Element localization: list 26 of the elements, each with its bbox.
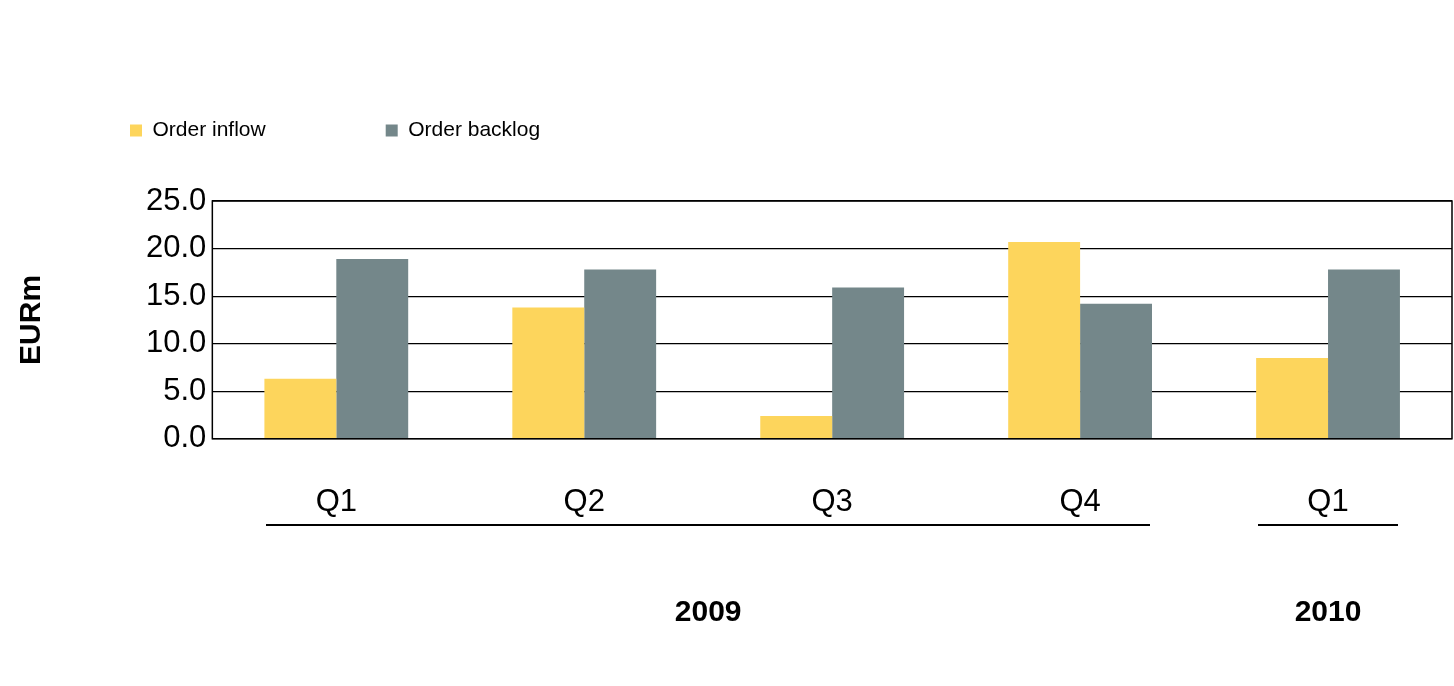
bar	[512, 307, 585, 439]
bar	[264, 378, 337, 439]
x-tick-label: Q2	[563, 482, 605, 518]
bar	[1328, 269, 1400, 439]
bar	[1256, 357, 1329, 439]
y-tick-label: 10.0	[145, 324, 207, 360]
y-tick-label: 0.0	[163, 419, 207, 455]
y-tick-label: 5.0	[163, 371, 207, 407]
y-axis-title: EURm	[13, 274, 47, 365]
bar	[1008, 241, 1081, 439]
text: 2009	[674, 593, 742, 628]
text: 2010	[1294, 593, 1362, 628]
y-tick-label: 25.0	[145, 181, 207, 217]
bar	[760, 415, 833, 439]
x-tick-label: Q3	[811, 482, 853, 518]
x-tick-label: Q4	[1059, 482, 1101, 518]
legend-label: Order inflow	[152, 117, 267, 141]
bar	[832, 287, 905, 439]
y-tick-label: 20.0	[145, 229, 207, 265]
bar	[1080, 303, 1152, 439]
y-tick-label: 15.0	[145, 276, 207, 312]
bar	[336, 259, 409, 439]
legend-label: Order backlog	[408, 117, 541, 141]
bar	[584, 269, 657, 439]
x-tick-label: Q1	[315, 482, 357, 518]
x-tick-label: Q1	[1307, 482, 1349, 518]
